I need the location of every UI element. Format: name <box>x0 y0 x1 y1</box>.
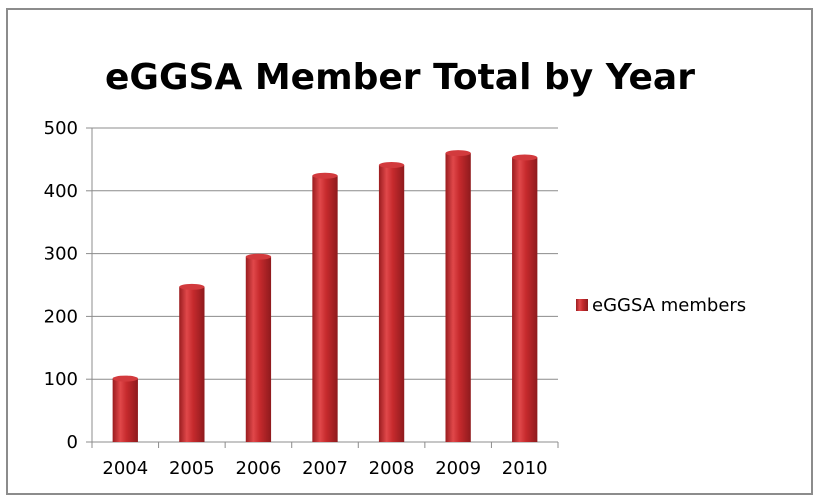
x-tick-labels: 2004 2005 2006 2007 2008 2009 2010 <box>102 458 547 479</box>
x-tick-label: 2007 <box>302 458 348 479</box>
x-tick-label: 2005 <box>169 458 215 479</box>
y-tick-label: 500 <box>44 118 78 139</box>
x-tick-label: 2004 <box>102 458 148 479</box>
bar-2008 <box>378 165 405 442</box>
bar-2006 <box>245 256 272 442</box>
bar-2009 <box>445 153 471 442</box>
bar-cap <box>378 162 405 169</box>
chart-frame <box>6 8 813 495</box>
bar-cap <box>112 375 138 382</box>
x-tick-label: 2008 <box>369 458 415 479</box>
y-tick-labels: 0 100 200 300 400 500 <box>44 118 78 453</box>
y-tick-label: 200 <box>44 306 78 327</box>
bar-cap <box>312 172 338 179</box>
legend-swatch <box>576 299 588 311</box>
x-tick-label: 2009 <box>435 458 481 479</box>
bar-cap <box>179 283 205 290</box>
legend-label: eGGSA members <box>592 295 746 316</box>
x-tick-label: 2006 <box>236 458 282 479</box>
y-tick-label: 100 <box>44 369 78 390</box>
bar-2005 <box>179 286 205 442</box>
y-tick-label: 300 <box>44 244 78 265</box>
x-tick-label: 2010 <box>502 458 548 479</box>
bar-cap <box>245 253 272 260</box>
legend: eGGSA members <box>576 295 746 316</box>
bar-cap <box>512 154 538 161</box>
bar-2004 <box>112 378 138 442</box>
bar-2010 <box>512 157 538 443</box>
y-tick-label: 400 <box>44 181 78 202</box>
bar-2007 <box>312 175 338 442</box>
bar-cap <box>445 150 471 157</box>
bars <box>112 150 538 443</box>
y-tick-label: 0 <box>67 432 78 453</box>
chart-title: eGGSA Member Total by Year <box>105 57 695 98</box>
